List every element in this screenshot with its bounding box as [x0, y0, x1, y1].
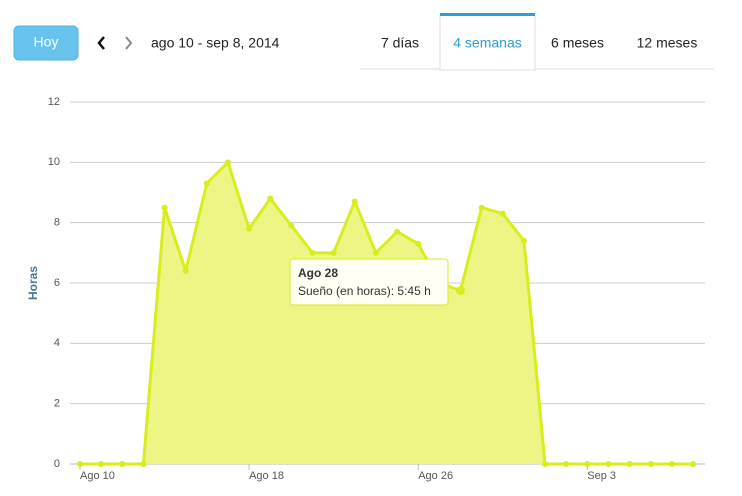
today-button[interactable]: [13, 25, 79, 61]
point[interactable]: [267, 195, 274, 202]
point[interactable]: [478, 204, 485, 211]
point[interactable]: [542, 461, 549, 467]
y-tick-label: 8: [54, 217, 60, 229]
point[interactable]: [563, 461, 570, 467]
point[interactable]: [309, 249, 316, 256]
next-arrow[interactable]: [125, 36, 133, 50]
tab-label[interactable]: 12 meses: [637, 35, 698, 51]
point[interactable]: [119, 461, 126, 467]
tooltip-title: Ago 28: [298, 266, 338, 280]
point[interactable]: [647, 461, 654, 467]
y-tick-label: 4: [54, 337, 60, 349]
x-tick-label: Ago 18: [249, 470, 284, 482]
tab-label[interactable]: 7 días: [381, 35, 419, 51]
y-tick-label: 12: [48, 96, 60, 108]
point[interactable]: [77, 461, 83, 467]
point[interactable]: [330, 249, 337, 256]
point[interactable]: [372, 249, 379, 256]
area-fill: [80, 162, 693, 465]
y-axis-label: Horas: [26, 266, 40, 300]
point[interactable]: [690, 461, 696, 467]
x-tick-label: Ago 26: [418, 470, 453, 482]
area-line: [80, 160, 693, 466]
y-tick-label: 0: [54, 458, 60, 470]
tab-label[interactable]: 6 meses: [551, 35, 604, 51]
x-tick-label: Ago 10: [80, 470, 115, 482]
tooltip-box: [289, 258, 449, 306]
point[interactable]: [415, 240, 422, 247]
point[interactable]: [246, 225, 253, 232]
point[interactable]: [140, 461, 147, 467]
point[interactable]: [203, 180, 210, 187]
point[interactable]: [161, 204, 168, 211]
point[interactable]: [584, 461, 591, 467]
y-tick-label: 10: [48, 156, 60, 168]
point[interactable]: [288, 222, 295, 229]
point[interactable]: [98, 461, 105, 467]
y-tick-label: 2: [54, 398, 60, 410]
today-label[interactable]: Hoy: [34, 34, 59, 50]
point[interactable]: [626, 461, 633, 467]
tab-active[interactable]: [439, 13, 536, 71]
date-range: ago 10 - sep 8, 2014: [151, 35, 280, 51]
point[interactable]: [394, 228, 401, 235]
point[interactable]: [520, 237, 527, 244]
point[interactable]: [182, 267, 189, 274]
point[interactable]: [499, 210, 506, 217]
tab-indicator: [440, 13, 535, 16]
point[interactable]: [455, 286, 465, 296]
y-tick-label: 6: [54, 277, 60, 289]
point[interactable]: [668, 461, 675, 467]
tab-label[interactable]: 4 semanas: [453, 35, 521, 51]
prev-arrow[interactable]: [97, 36, 105, 50]
tooltip-text: Sueño (en horas): 5:45 h: [298, 284, 431, 298]
point[interactable]: [351, 198, 358, 205]
point[interactable]: [224, 159, 231, 166]
point[interactable]: [605, 461, 612, 467]
x-tick-label: Sep 3: [587, 470, 616, 482]
